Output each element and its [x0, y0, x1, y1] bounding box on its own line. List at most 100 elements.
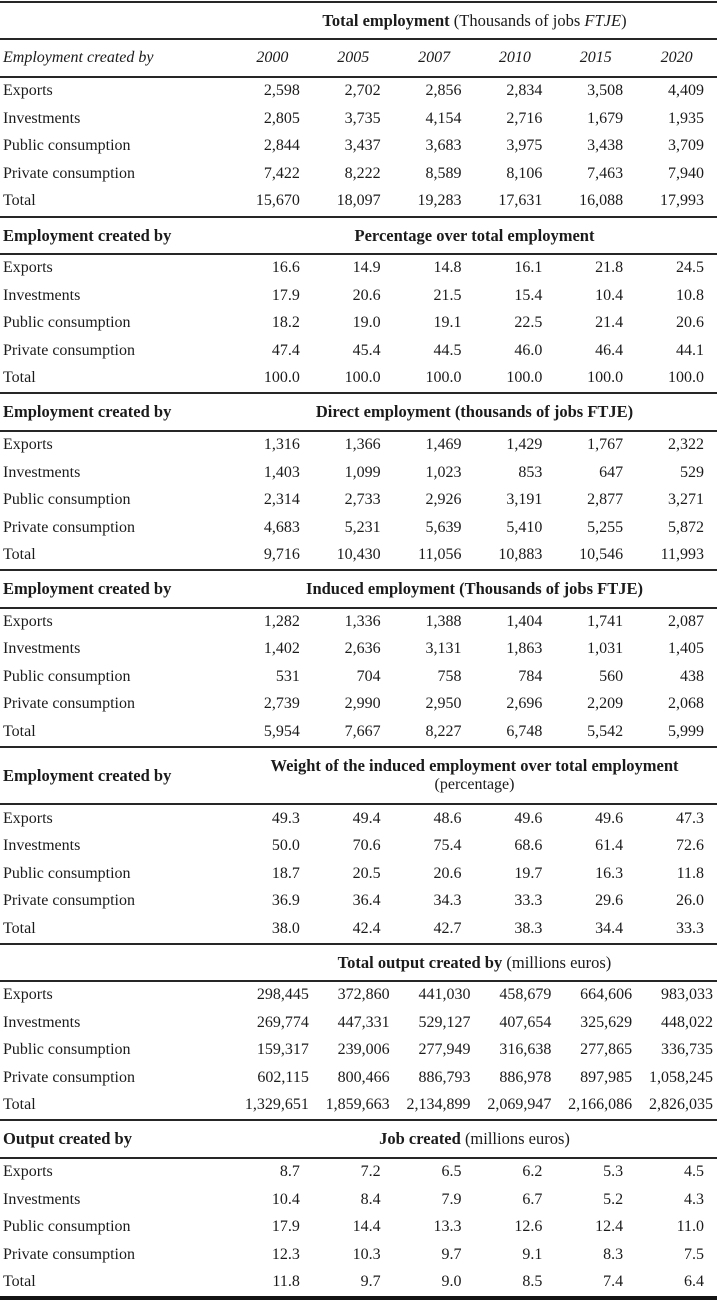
data-row-percentage-over-total-employment-1: Investments 17.9 20.6 21.5 15.4 10.4 10.8: [0, 282, 717, 310]
value-cell: 6.5: [441, 1163, 462, 1181]
value-cell: 458,679: [499, 986, 552, 1004]
value-cell: 1,388: [425, 612, 462, 630]
value-cell: 2,926: [425, 491, 462, 509]
value-cell: 10.3: [352, 1245, 381, 1263]
section-title-row-total-employment: Total employment (Thousands of jobs FTJE…: [0, 0, 717, 41]
data-row-total-output-4: Total 1,329,651 1,859,663 2,134,899 2,069,94…: [0, 1092, 717, 1121]
value-cell: 9.1: [522, 1245, 543, 1263]
value-cell: 16,088: [579, 192, 624, 210]
value-cell: 8,106: [506, 164, 543, 182]
section-title-bold-text: Percentage over total employment: [354, 225, 595, 245]
value-cell: 1,741: [587, 612, 624, 630]
row-label: Private consumption: [3, 518, 135, 536]
value-cell: 602,115: [257, 1068, 309, 1086]
section-title-row-job-created: Output created by Job created (millions e…: [0, 1119, 717, 1159]
value-cell: 14.4: [352, 1218, 381, 1236]
value-cell: 7,422: [263, 164, 300, 182]
year-header-2010: 2010: [474, 39, 556, 79]
value-cell: 49.6: [514, 809, 543, 827]
value-cell: 22.5: [514, 314, 543, 332]
data-row-total-output-2: Public consumption 159,317 239,006 277,949 3…: [0, 1037, 717, 1065]
value-cell: 1,429: [506, 436, 543, 454]
value-cell: 17.9: [271, 286, 300, 304]
value-cell: 47.3: [676, 809, 704, 827]
value-cell: 13.3: [433, 1218, 462, 1236]
value-cell: 7,463: [587, 164, 624, 182]
value-cell: 100.0: [506, 369, 543, 387]
data-row-direct-employment-3: Private consumption 4,683 5,231 5,639 5,410 5…: [0, 514, 717, 542]
row-label: Exports: [3, 986, 53, 1004]
value-cell: 1,403: [263, 463, 300, 481]
section-title-bold-text: Direct employment (thousands of jobs FTJ…: [315, 402, 634, 422]
value-cell: 14.8: [433, 259, 462, 277]
value-cell: 21.4: [595, 314, 624, 332]
value-cell: 38.3: [514, 919, 543, 937]
data-row-total-output-1: Investments 269,774 447,331 529,127 407,654 3…: [0, 1009, 717, 1037]
value-cell: 10.4: [271, 1190, 300, 1208]
value-cell: 14.9: [352, 259, 381, 277]
value-cell: 529: [680, 463, 704, 481]
section-title: Total output created by (millions euros): [232, 942, 717, 982]
value-cell: 2,134,899: [406, 1096, 471, 1114]
value-cell: 10,430: [336, 546, 381, 564]
value-cell: 529,127: [418, 1013, 471, 1031]
value-cell: 4,154: [425, 109, 462, 127]
value-cell: 2,166,086: [568, 1096, 633, 1114]
section-title-row-induced-employment: Employment created by Induced employment …: [0, 569, 717, 609]
value-cell: 3,437: [344, 137, 381, 155]
section-title: Total employment (Thousands of jobs FTJE…: [232, 0, 717, 41]
section-title-regular-text: (Thousands of jobs: [449, 11, 585, 30]
data-row-induced-employment-3: Private consumption 2,739 2,990 2,950 2,696 2…: [0, 691, 717, 719]
value-cell: 6.2: [522, 1163, 543, 1181]
value-cell: 2,733: [344, 491, 381, 509]
value-cell: 1,767: [587, 436, 624, 454]
row-label: Private consumption: [3, 341, 135, 359]
row-label: Total: [3, 369, 36, 387]
value-cell: 8.4: [360, 1190, 381, 1208]
value-cell: 17,631: [498, 192, 543, 210]
value-cell: 11,056: [418, 546, 462, 564]
value-cell: 44.5: [433, 341, 462, 359]
value-cell: 5.3: [603, 1163, 624, 1181]
value-cell: 9.0: [441, 1273, 462, 1291]
value-cell: 6.7: [522, 1190, 543, 1208]
section-title: Job created (millions euros): [232, 1119, 717, 1159]
row-label: Public consumption: [3, 314, 131, 332]
row-label: Investments: [3, 1013, 81, 1031]
row-label: Public consumption: [3, 864, 131, 882]
value-cell: 17.9: [271, 1218, 300, 1236]
value-cell: 8,227: [425, 722, 462, 740]
value-cell: 100.0: [587, 369, 624, 387]
value-cell: 7,667: [344, 722, 381, 740]
row-label: Total: [3, 192, 36, 210]
value-cell: 10,546: [579, 546, 624, 564]
row-label: Investments: [3, 837, 81, 854]
value-cell: 800,466: [337, 1068, 390, 1086]
value-cell: 10,883: [498, 546, 543, 564]
value-cell: 11.8: [676, 864, 704, 882]
value-cell: 24.5: [676, 259, 704, 277]
section-title: Weight of the induced employment over to…: [232, 746, 717, 806]
value-cell: 17,993: [660, 192, 704, 210]
value-cell: 239,006: [337, 1041, 390, 1059]
value-cell: 36.9: [271, 892, 300, 909]
value-cell: 36.4: [352, 892, 381, 909]
value-cell: 42.4: [352, 919, 381, 937]
value-cell: 2,844: [263, 137, 300, 155]
years-header-row: Employment created by 2000 2005 2007 2010 201…: [0, 39, 717, 79]
value-cell: 407,654: [499, 1013, 552, 1031]
value-cell: 16.6: [271, 259, 300, 277]
section-title-bold-text: Total output created by: [337, 952, 503, 972]
section-left-label: Output created by: [0, 1119, 232, 1159]
value-cell: 5,231: [344, 518, 381, 536]
value-cell: 2,805: [263, 109, 300, 127]
row-label: Public consumption: [3, 491, 131, 509]
value-cell: 277,865: [580, 1041, 633, 1059]
value-cell: 9.7: [441, 1245, 462, 1263]
value-cell: 1,023: [425, 463, 462, 481]
value-cell: 16.3: [595, 864, 624, 882]
row-label: Total: [3, 1096, 36, 1114]
value-cell: 1,099: [344, 463, 381, 481]
value-cell: 1,402: [263, 640, 300, 658]
value-cell: 2,636: [344, 640, 381, 658]
